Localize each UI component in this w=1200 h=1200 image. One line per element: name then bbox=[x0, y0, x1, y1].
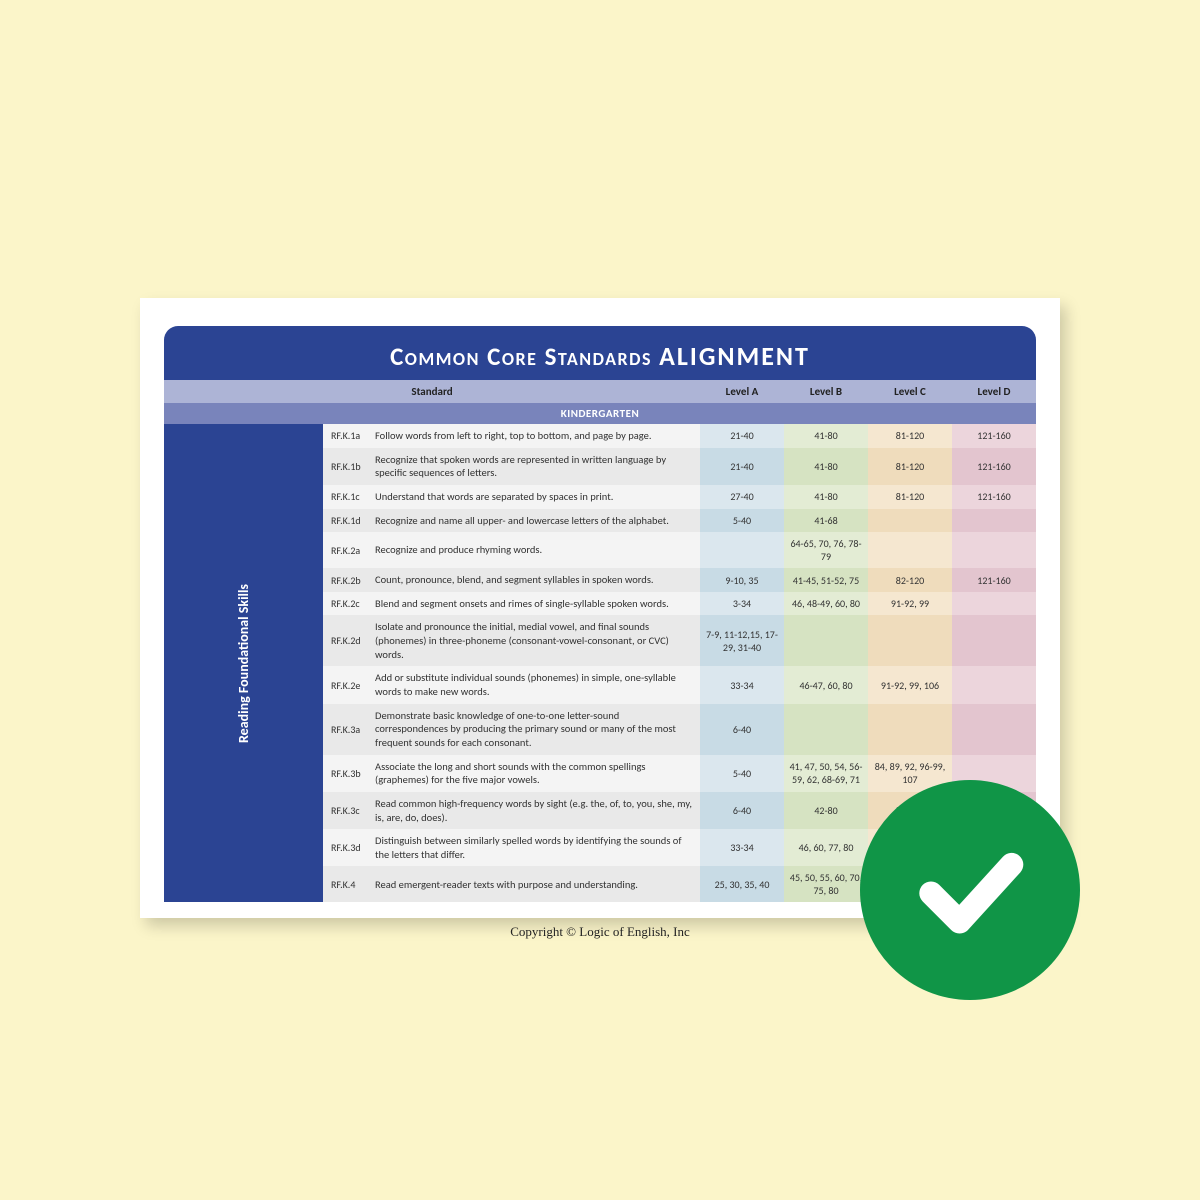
checkmark-icon bbox=[905, 823, 1035, 958]
standard-description: Recognize and name all upper- and lowerc… bbox=[371, 509, 700, 533]
level-a-cell: 21-40 bbox=[700, 424, 784, 448]
standard-description: Add or substitute individual sounds (pho… bbox=[371, 666, 700, 703]
standard-code: RF.K.3c bbox=[323, 792, 371, 829]
standard-description: Distinguish between similarly spelled wo… bbox=[371, 829, 700, 866]
level-c-cell: 91-92, 99, 106 bbox=[868, 666, 952, 703]
standard-code: RF.K.3a bbox=[323, 704, 371, 755]
standard-code: RF.K.1a bbox=[323, 424, 371, 448]
standard-code: RF.K.2e bbox=[323, 666, 371, 703]
col-header-level-c: Level C bbox=[868, 380, 952, 403]
level-a-cell: 9-10, 35 bbox=[700, 568, 784, 592]
level-d-cell: 121-160 bbox=[952, 485, 1036, 509]
table-row: Reading Foundational SkillsRF.K.1aFollow… bbox=[164, 424, 1036, 448]
standard-code: RF.K.2c bbox=[323, 592, 371, 616]
standard-description: Demonstrate basic knowledge of one-to-on… bbox=[371, 704, 700, 755]
level-c-cell: 81-120 bbox=[868, 485, 952, 509]
standard-code: RF.K.2a bbox=[323, 532, 371, 568]
level-c-cell bbox=[868, 704, 952, 755]
standard-description: Recognize and produce rhyming words. bbox=[371, 532, 700, 568]
column-header-row: StandardLevel ALevel BLevel CLevel D bbox=[164, 380, 1036, 403]
level-c-cell: 81-120 bbox=[868, 424, 952, 448]
level-d-cell: 121-160 bbox=[952, 424, 1036, 448]
level-a-cell: 3-34 bbox=[700, 592, 784, 616]
level-a-cell: 5-40 bbox=[700, 509, 784, 533]
level-b-cell: 41-80 bbox=[784, 424, 868, 448]
level-b-cell: 41-80 bbox=[784, 485, 868, 509]
side-category-label: Reading Foundational Skills bbox=[164, 424, 323, 902]
standard-description: Blend and segment onsets and rimes of si… bbox=[371, 592, 700, 616]
standard-description: Understand that words are separated by s… bbox=[371, 485, 700, 509]
col-header-level-b: Level B bbox=[784, 380, 868, 403]
standard-description: Read emergent-reader texts with purpose … bbox=[371, 866, 700, 902]
standard-description: Associate the long and short sounds with… bbox=[371, 755, 700, 792]
level-b-cell bbox=[784, 704, 868, 755]
level-c-cell: 81-120 bbox=[868, 448, 952, 485]
level-b-cell: 41, 47, 50, 54, 56-59, 62, 68-69, 71 bbox=[784, 755, 868, 792]
level-c-cell bbox=[868, 532, 952, 568]
level-a-cell: 6-40 bbox=[700, 704, 784, 755]
standard-description: Count, pronounce, blend, and segment syl… bbox=[371, 568, 700, 592]
level-b-cell: 42-80 bbox=[784, 792, 868, 829]
standard-code: RF.K.2b bbox=[323, 568, 371, 592]
level-b-cell: 45, 50, 55, 60, 70, 75, 80 bbox=[784, 866, 868, 902]
level-d-cell bbox=[952, 666, 1036, 703]
col-header-level-d: Level D bbox=[952, 380, 1036, 403]
level-a-cell: 7-9, 11-12,15, 17-29, 31-40 bbox=[700, 615, 784, 666]
standard-description: Isolate and pronounce the initial, media… bbox=[371, 615, 700, 666]
level-c-cell: 91-92, 99 bbox=[868, 592, 952, 616]
level-b-cell: 41-68 bbox=[784, 509, 868, 533]
level-a-cell: 6-40 bbox=[700, 792, 784, 829]
standard-description: Read common high-frequency words by sigh… bbox=[371, 792, 700, 829]
section-label: KINDERGARTEN bbox=[164, 403, 1036, 424]
level-a-cell: 27-40 bbox=[700, 485, 784, 509]
level-a-cell: 21-40 bbox=[700, 448, 784, 485]
standard-code: RF.K.2d bbox=[323, 615, 371, 666]
checkmark-badge bbox=[860, 780, 1080, 1000]
level-c-cell bbox=[868, 509, 952, 533]
col-header-level-a: Level A bbox=[700, 380, 784, 403]
title-bar: Common Core Standards ALIGNMENT bbox=[164, 326, 1036, 380]
level-b-cell bbox=[784, 615, 868, 666]
standard-description: Recognize that spoken words are represen… bbox=[371, 448, 700, 485]
level-a-cell bbox=[700, 532, 784, 568]
level-d-cell bbox=[952, 704, 1036, 755]
level-a-cell: 5-40 bbox=[700, 755, 784, 792]
level-c-cell: 82-120 bbox=[868, 568, 952, 592]
level-b-cell: 41-80 bbox=[784, 448, 868, 485]
level-b-cell: 46-47, 60, 80 bbox=[784, 666, 868, 703]
standard-code: RF.K.3b bbox=[323, 755, 371, 792]
level-a-cell: 33-34 bbox=[700, 666, 784, 703]
side-category-text: Reading Foundational Skills bbox=[235, 584, 252, 743]
level-b-cell: 41-45, 51-52, 75 bbox=[784, 568, 868, 592]
level-b-cell: 46, 48-49, 60, 80 bbox=[784, 592, 868, 616]
standard-code: RF.K.4 bbox=[323, 866, 371, 902]
level-d-cell bbox=[952, 615, 1036, 666]
level-b-cell: 46, 60, 77, 80 bbox=[784, 829, 868, 866]
standard-code: RF.K.1d bbox=[323, 509, 371, 533]
level-c-cell bbox=[868, 615, 952, 666]
level-d-cell: 121-160 bbox=[952, 568, 1036, 592]
title-part1: Common Core Standards bbox=[390, 341, 652, 372]
level-d-cell: 121-160 bbox=[952, 448, 1036, 485]
level-d-cell bbox=[952, 532, 1036, 568]
standard-code: RF.K.1b bbox=[323, 448, 371, 485]
standard-code: RF.K.3d bbox=[323, 829, 371, 866]
level-d-cell bbox=[952, 592, 1036, 616]
level-a-cell: 25, 30, 35, 40 bbox=[700, 866, 784, 902]
section-row: KINDERGARTEN bbox=[164, 403, 1036, 424]
level-d-cell bbox=[952, 509, 1036, 533]
level-a-cell: 33-34 bbox=[700, 829, 784, 866]
standard-code: RF.K.1c bbox=[323, 485, 371, 509]
standard-description: Follow words from left to right, top to … bbox=[371, 424, 700, 448]
level-b-cell: 64-65, 70, 76, 78-79 bbox=[784, 532, 868, 568]
title-part2: ALIGNMENT bbox=[659, 340, 810, 372]
col-header-standard: Standard bbox=[164, 380, 700, 403]
